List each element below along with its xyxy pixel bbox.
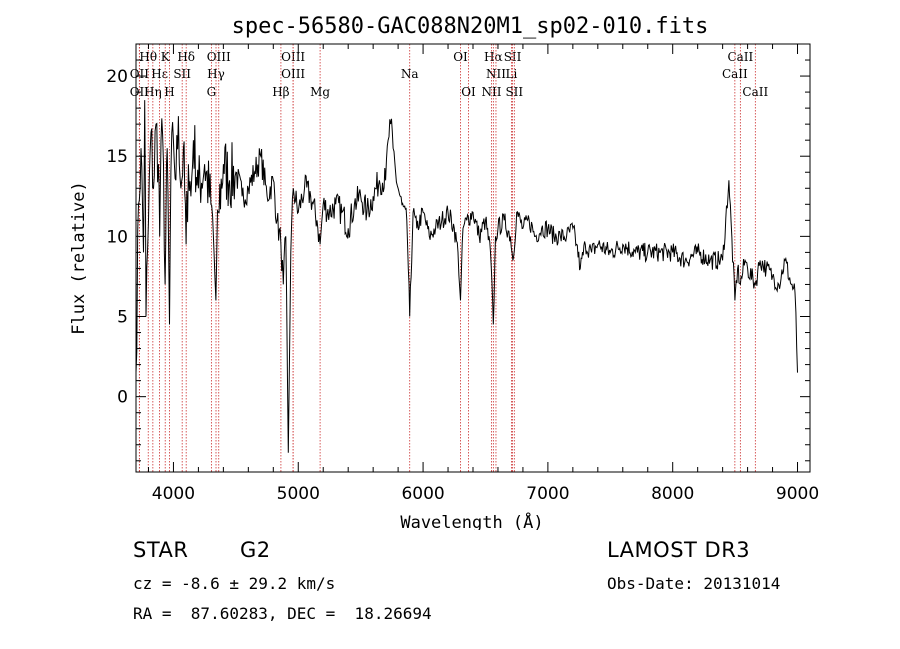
line-label-16: Na [401, 67, 419, 81]
y-tick-label-15: 15 [106, 147, 128, 167]
coordinates: RA = 87.60283, DEC = 18.26694 [133, 604, 432, 623]
observation-date: Obs-Date: 20131014 [607, 574, 781, 593]
x-tick-label-8000: 8000 [651, 484, 694, 504]
y-tick-label-0: 0 [117, 388, 128, 408]
y-axis-label: Flux (relative) [69, 181, 89, 335]
chart-title: spec-56580-GAC088N20M1_sp02-010.fits [232, 14, 709, 39]
line-label-13: OIII [281, 67, 305, 81]
line-label-6: H [164, 85, 174, 99]
x-tick-label-9000: 9000 [776, 484, 819, 504]
line-label-9: OIII [207, 50, 231, 64]
line-label-24: SII [505, 85, 523, 99]
line-label-10: Hγ [207, 67, 225, 81]
line-label-1: Hη [144, 85, 162, 99]
line-label-11: G [207, 85, 217, 99]
line-label-17: OI [453, 50, 468, 64]
line-label-18: OI [461, 85, 476, 99]
x-tick-label-7000: 7000 [526, 484, 569, 504]
line-label-5: K [161, 50, 171, 64]
survey-name: LAMOST DR3 [607, 538, 751, 562]
line-label-8: Hδ [177, 50, 195, 64]
line-label-0: Hθ [139, 50, 157, 64]
object-class: STAR [133, 538, 189, 562]
line-label-26: CaII [722, 67, 748, 81]
redshift-velocity: cz = -8.6 ± 29.2 km/s [133, 574, 336, 593]
line-label-22: SII [504, 50, 522, 64]
x-axis-label: Wavelength (Å) [400, 511, 543, 530]
y-tick-label-5: 5 [117, 308, 128, 328]
y-tick-label-20: 20 [106, 67, 128, 87]
line-label-4: Hε [151, 67, 168, 81]
line-label-20: NII [486, 67, 506, 81]
x-tick-label-6000: 6000 [401, 484, 444, 504]
line-label-21: NII [481, 85, 501, 99]
line-label-7: SII [173, 67, 191, 81]
axis-ticks: 4000 5000 6000 7000 8000 9000 0 5 10 15 20 [106, 44, 819, 504]
object-subclass: G2 [240, 538, 271, 562]
line-label-23: Li [506, 67, 518, 81]
spectrum-chart: spec-56580-GAC088N20M1_sp02-010.fits Hθ H… [69, 14, 819, 530]
line-label-14: Hβ [272, 85, 289, 99]
x-tick-label-5000: 5000 [277, 484, 320, 504]
spectrum-line [135, 100, 798, 453]
y-tick-label-10: 10 [106, 227, 128, 247]
line-label-27: CaII [742, 85, 768, 99]
line-label-19: Hα [484, 50, 503, 64]
x-tick-label-4000: 4000 [152, 484, 195, 504]
line-label-25: CaII [727, 50, 753, 64]
line-label-15: Mg [310, 85, 330, 99]
